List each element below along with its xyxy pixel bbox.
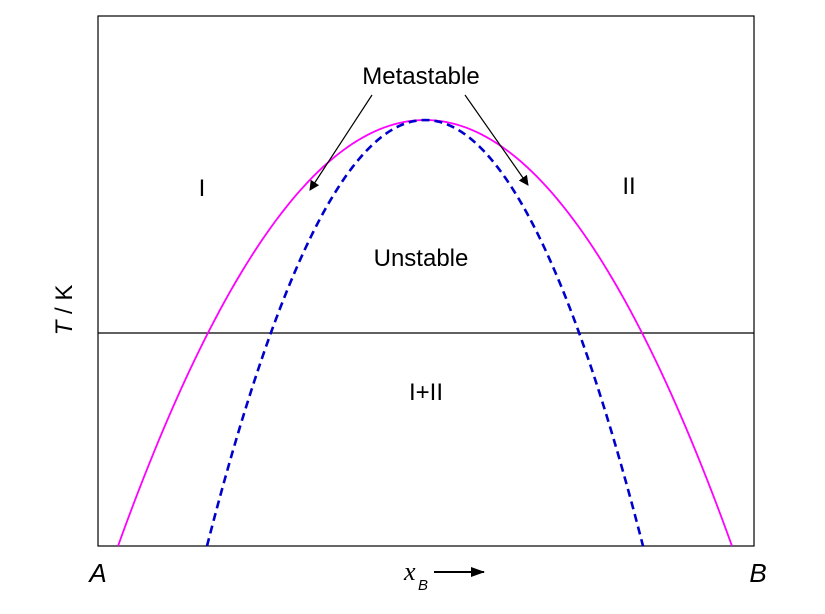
metastable-label: Metastable (362, 63, 479, 90)
x-axis-subscript: B (418, 577, 428, 594)
x-axis-variable: x (403, 557, 416, 586)
phase-one-label: I (199, 175, 206, 202)
plot-frame (97, 15, 755, 547)
phase-two-label: II (622, 173, 635, 200)
two-phase-label: I+II (409, 379, 443, 406)
unstable-label: Unstable (374, 245, 469, 272)
y-axis-label: T / K (51, 285, 78, 336)
x-axis-right-end: B (749, 558, 766, 588)
metastable-arrow-right (464, 94, 529, 186)
metastable-arrow-left (309, 94, 373, 191)
x-axis-left-end: A (87, 558, 106, 588)
spinodal-curve (205, 118, 645, 546)
